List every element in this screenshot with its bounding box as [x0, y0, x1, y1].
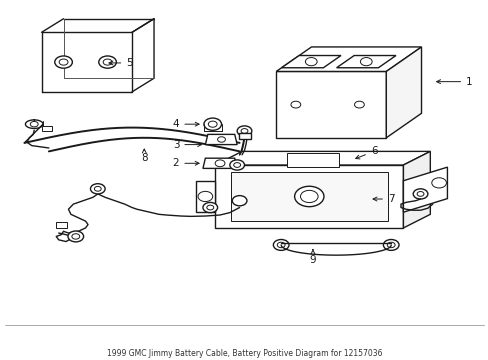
Text: 7: 7 — [372, 194, 394, 204]
Circle shape — [203, 118, 221, 130]
Circle shape — [232, 195, 246, 206]
Circle shape — [294, 186, 324, 207]
Polygon shape — [276, 47, 421, 71]
Circle shape — [383, 239, 398, 251]
Polygon shape — [336, 55, 395, 68]
Circle shape — [55, 56, 72, 68]
Polygon shape — [403, 167, 447, 212]
Polygon shape — [215, 152, 429, 165]
Circle shape — [90, 184, 105, 194]
Circle shape — [300, 190, 318, 203]
Text: 1: 1 — [436, 77, 472, 87]
Polygon shape — [276, 71, 386, 138]
Text: 6: 6 — [355, 147, 377, 159]
Bar — [41, 126, 52, 131]
Bar — [238, 133, 250, 139]
Bar — [56, 222, 67, 228]
Text: 9: 9 — [309, 249, 316, 265]
Circle shape — [68, 231, 83, 242]
Bar — [286, 153, 339, 167]
Polygon shape — [203, 158, 237, 168]
Polygon shape — [403, 152, 429, 228]
Polygon shape — [195, 181, 215, 212]
Polygon shape — [230, 171, 387, 221]
Circle shape — [305, 58, 317, 66]
Circle shape — [203, 202, 217, 213]
Text: 1999 GMC Jimmy Battery Cable, Battery Positive Diagram for 12157036: 1999 GMC Jimmy Battery Cable, Battery Po… — [106, 349, 382, 358]
Text: 5: 5 — [109, 58, 133, 68]
Polygon shape — [205, 134, 237, 145]
Text: 2: 2 — [172, 158, 199, 168]
Text: 4: 4 — [172, 119, 199, 129]
Circle shape — [99, 56, 116, 68]
Polygon shape — [281, 55, 340, 68]
Circle shape — [237, 126, 251, 136]
Text: 3: 3 — [172, 140, 201, 150]
Text: 8: 8 — [141, 149, 147, 163]
Circle shape — [273, 239, 288, 251]
Circle shape — [360, 58, 371, 66]
Polygon shape — [215, 165, 403, 228]
Polygon shape — [386, 47, 421, 138]
Circle shape — [229, 160, 244, 170]
Circle shape — [412, 189, 427, 199]
